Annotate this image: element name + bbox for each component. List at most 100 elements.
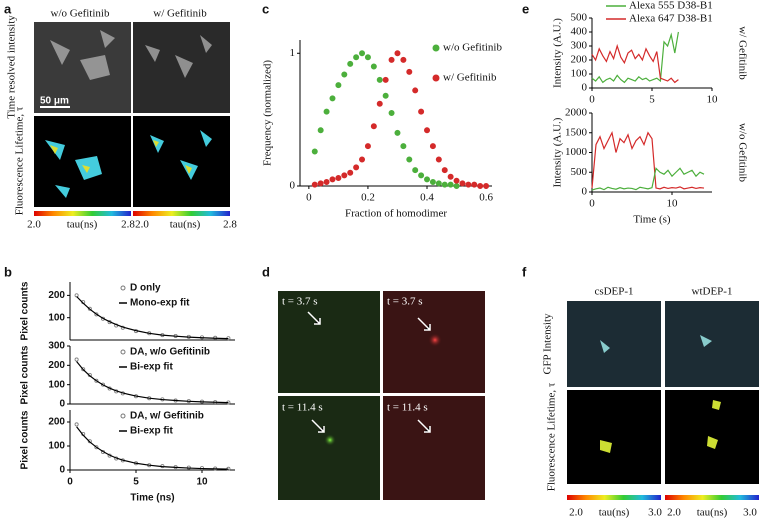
marker — [370, 123, 377, 130]
line — [76, 361, 229, 404]
marker — [406, 68, 413, 75]
y-tick-label: 100 — [571, 68, 588, 80]
marker — [412, 167, 419, 174]
marker — [435, 180, 442, 187]
legend-label: w/o Gefitinib — [443, 42, 502, 54]
marker — [376, 100, 383, 107]
x-tick-label: 5 — [133, 477, 139, 488]
annotation: w/ Gefitinib — [736, 26, 748, 80]
marker — [418, 172, 425, 179]
marker — [394, 50, 401, 57]
legend-marker — [432, 74, 440, 82]
x-tick-label: 0 — [589, 94, 595, 106]
image — [278, 291, 380, 393]
marker — [412, 87, 419, 94]
cells — [45, 130, 212, 198]
marker — [74, 357, 79, 362]
marker — [359, 156, 366, 163]
marker — [453, 177, 460, 184]
y-tick-label: 200 — [571, 54, 588, 66]
image — [278, 396, 380, 500]
row-label: Fluorescence Lifetime, τ — [14, 106, 26, 215]
marker — [364, 54, 371, 61]
y-tick-label: 300 — [571, 40, 588, 52]
colorbar-min: 2.0 — [667, 507, 681, 519]
y-tick-label: 200 — [48, 360, 65, 371]
marker — [317, 127, 324, 134]
marker — [341, 71, 348, 78]
annotation: w/o Gefitinib — [736, 123, 748, 182]
image — [567, 301, 661, 387]
y-tick-label: 200 — [48, 290, 65, 301]
marker — [329, 176, 336, 183]
time-label: t = 11.4 s — [387, 402, 428, 414]
colorbar-max: 3.0 — [743, 507, 757, 519]
marker — [311, 181, 318, 188]
x-tick-label: 0.6 — [479, 192, 493, 204]
legend-marker — [120, 285, 126, 291]
marker — [87, 306, 92, 311]
y-tick-label: 0 — [582, 82, 588, 94]
marker — [370, 63, 377, 70]
y-axis-label: Pixel counts — [20, 281, 31, 340]
y-tick-label: 100 — [48, 312, 65, 323]
marker — [483, 182, 490, 189]
marker — [447, 181, 454, 188]
time-label: t = 11.4 s — [282, 402, 323, 414]
y-tick-label: 300 — [48, 341, 65, 352]
marker — [394, 129, 401, 136]
y-tick-label: 1000 — [565, 146, 588, 158]
marker — [317, 180, 324, 187]
x-tick-label: 0.4 — [420, 192, 434, 204]
marker — [400, 56, 407, 63]
colorbar-max: 2.8 — [223, 219, 237, 231]
panel-label: d — [262, 264, 270, 279]
marker — [429, 179, 436, 186]
marker — [74, 422, 79, 427]
colorbar — [567, 495, 661, 500]
row-label: GFP Intensity — [542, 313, 554, 375]
column-header: w/ Gefitinib — [153, 8, 207, 20]
legend-marker — [120, 349, 126, 355]
marker — [376, 76, 383, 83]
colorbar — [665, 495, 759, 500]
legend-label: Bi-exp fit — [130, 426, 173, 437]
x-tick-label: 10 — [707, 94, 719, 106]
marker — [94, 312, 99, 317]
colorbar-label: tau(ns) — [67, 219, 98, 231]
x-axis-label: Time (s) — [633, 214, 671, 226]
x-tick-label: 10 — [667, 198, 679, 210]
marker — [441, 167, 448, 174]
scale-bar-label: 50 μm — [40, 96, 69, 107]
time-label: t = 3.7 s — [282, 296, 318, 308]
image — [665, 390, 759, 484]
legend-label: Alexa 555 D38-B1 — [629, 0, 713, 12]
y-tick-label: 1 — [290, 47, 296, 59]
legend-label: DA, w/ Gefitinib — [130, 411, 204, 422]
y-tick-label: 0 — [582, 186, 588, 198]
marker — [335, 175, 342, 182]
y-tick-label: 500 — [571, 12, 588, 24]
image — [567, 390, 661, 484]
panel-label: e — [522, 1, 529, 16]
marker — [400, 143, 407, 150]
marker — [424, 127, 431, 134]
colorbar-max: 2.8 — [121, 219, 135, 231]
x-tick-label: 0 — [306, 192, 312, 204]
marker — [359, 50, 366, 57]
legend-marker — [432, 44, 440, 52]
marker — [323, 108, 330, 115]
marker — [311, 148, 318, 155]
x-tick-label: 5 — [649, 94, 655, 106]
marker — [81, 367, 86, 372]
y-tick-label: 0 — [59, 399, 65, 410]
marker — [424, 176, 431, 183]
marker — [447, 173, 454, 180]
marker — [388, 110, 395, 117]
legend-label: DA, w/o Gefitinib — [130, 347, 210, 358]
panel-label: b — [4, 264, 12, 279]
colorbar-label: tau(ns) — [170, 219, 201, 231]
x-tick-label: 10 — [196, 477, 208, 488]
y-axis-label: Intensity (A.U.) — [552, 117, 564, 187]
y-tick-label: 500 — [571, 166, 588, 178]
